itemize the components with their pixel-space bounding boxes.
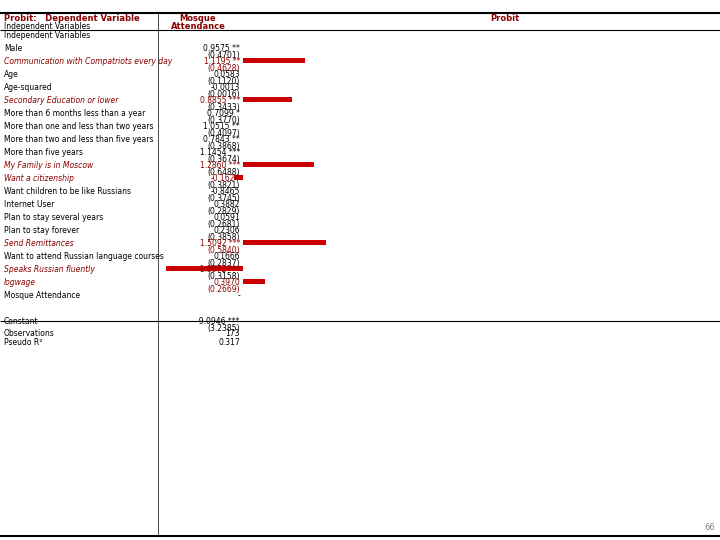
Text: (0.1120): (0.1120) bbox=[207, 77, 240, 86]
Text: (0.5840): (0.5840) bbox=[207, 246, 240, 255]
Text: 0.1666: 0.1666 bbox=[213, 252, 240, 261]
Text: Internet User: Internet User bbox=[4, 200, 55, 209]
Text: 0.7843 **: 0.7843 ** bbox=[203, 135, 240, 144]
Text: More than one and less than two years: More than one and less than two years bbox=[4, 122, 153, 131]
Bar bbox=[243, 279, 265, 284]
Text: Observations: Observations bbox=[4, 329, 55, 338]
Text: 0.2306: 0.2306 bbox=[213, 226, 240, 235]
Text: (0.2669): (0.2669) bbox=[207, 285, 240, 294]
Text: (0.4701): (0.4701) bbox=[207, 51, 240, 60]
Text: (0.3674): (0.3674) bbox=[207, 155, 240, 164]
Text: (0.2681): (0.2681) bbox=[207, 220, 240, 229]
Text: Communication with Compatriots every day: Communication with Compatriots every day bbox=[4, 57, 172, 66]
Text: Independent Variables: Independent Variables bbox=[4, 31, 90, 40]
Text: -1.3972 ***: -1.3972 *** bbox=[197, 265, 240, 274]
Bar bbox=[243, 161, 314, 166]
Bar bbox=[243, 240, 326, 245]
Text: (0.3821): (0.3821) bbox=[207, 181, 240, 190]
Text: Probit:   Dependent Variable: Probit: Dependent Variable bbox=[4, 14, 140, 23]
Text: Mosque: Mosque bbox=[180, 14, 216, 23]
Text: 66: 66 bbox=[704, 523, 715, 532]
Text: Want a citizenship: Want a citizenship bbox=[4, 174, 74, 183]
Text: Probit: Probit bbox=[490, 14, 519, 23]
Text: (0.2837): (0.2837) bbox=[207, 259, 240, 268]
Text: Constant: Constant bbox=[4, 317, 39, 326]
Text: (0.3868): (0.3868) bbox=[207, 142, 240, 151]
Bar bbox=[234, 174, 243, 179]
Text: (0.3745): (0.3745) bbox=[207, 194, 240, 203]
Text: -: - bbox=[238, 291, 240, 300]
Text: (0.0016): (0.0016) bbox=[207, 90, 240, 99]
Text: 173: 173 bbox=[225, 329, 240, 338]
Text: Age: Age bbox=[4, 70, 19, 79]
Text: -0.0013: -0.0013 bbox=[211, 83, 240, 92]
Text: Pseudo R²: Pseudo R² bbox=[4, 338, 42, 347]
Text: Speaks Russian fluently: Speaks Russian fluently bbox=[4, 265, 95, 274]
Text: Male: Male bbox=[4, 44, 22, 53]
Text: logwage: logwage bbox=[4, 278, 36, 287]
Text: Plan to stay forever: Plan to stay forever bbox=[4, 226, 79, 235]
Text: Secondary Education or lower: Secondary Education or lower bbox=[4, 96, 118, 105]
Text: (0.4628): (0.4628) bbox=[207, 64, 240, 73]
Text: 0.8855 ***: 0.8855 *** bbox=[199, 96, 240, 105]
Text: 1.2860 ***: 1.2860 *** bbox=[199, 161, 240, 170]
Text: Attendance: Attendance bbox=[171, 22, 225, 31]
Text: (0.3770): (0.3770) bbox=[207, 116, 240, 125]
Text: 1.1454 ***: 1.1454 *** bbox=[199, 148, 240, 157]
Text: (0.3858): (0.3858) bbox=[207, 233, 240, 242]
Text: (0.3433): (0.3433) bbox=[207, 103, 240, 112]
Bar bbox=[243, 97, 292, 102]
Bar bbox=[243, 57, 305, 63]
Text: Plan to stay several years: Plan to stay several years bbox=[4, 213, 103, 222]
Bar bbox=[166, 266, 243, 271]
Text: More than five years: More than five years bbox=[4, 148, 83, 157]
Text: 1.5092 ***: 1.5092 *** bbox=[199, 239, 240, 248]
Text: Send Remittances: Send Remittances bbox=[4, 239, 73, 248]
Text: Want children to be like Russians: Want children to be like Russians bbox=[4, 187, 131, 196]
Text: Age-squared: Age-squared bbox=[4, 83, 53, 92]
Text: 0.3970: 0.3970 bbox=[213, 278, 240, 287]
Text: (3.2385): (3.2385) bbox=[207, 324, 240, 333]
Text: Independent Variables: Independent Variables bbox=[4, 22, 90, 31]
Text: 0.9575 **: 0.9575 ** bbox=[203, 44, 240, 53]
Text: 1.1195 **: 1.1195 ** bbox=[204, 57, 240, 66]
Text: (0.3158): (0.3158) bbox=[207, 272, 240, 281]
Text: -0.8465: -0.8465 bbox=[211, 187, 240, 196]
Text: More than two and less than five years: More than two and less than five years bbox=[4, 135, 153, 144]
Text: (0.2829): (0.2829) bbox=[207, 207, 240, 216]
Text: 1.0515 **: 1.0515 ** bbox=[203, 122, 240, 131]
Text: 0.0591: 0.0591 bbox=[213, 213, 240, 222]
Text: 0.3882: 0.3882 bbox=[214, 200, 240, 209]
Text: My Family is in Moscow: My Family is in Moscow bbox=[4, 161, 94, 170]
Text: -9.0946 ***: -9.0946 *** bbox=[197, 317, 240, 326]
Text: (0.6488): (0.6488) bbox=[207, 168, 240, 177]
Text: -0.1624: -0.1624 bbox=[211, 174, 240, 183]
Text: Mosque Attendance: Mosque Attendance bbox=[4, 291, 80, 300]
Text: 0.317: 0.317 bbox=[218, 338, 240, 347]
Text: Want to attend Russian language courses: Want to attend Russian language courses bbox=[4, 252, 164, 261]
Text: More than 6 months less than a year: More than 6 months less than a year bbox=[4, 109, 145, 118]
Text: (0.4097): (0.4097) bbox=[207, 129, 240, 138]
Text: 0.7099 *: 0.7099 * bbox=[207, 109, 240, 118]
Text: 0.0583: 0.0583 bbox=[213, 70, 240, 79]
